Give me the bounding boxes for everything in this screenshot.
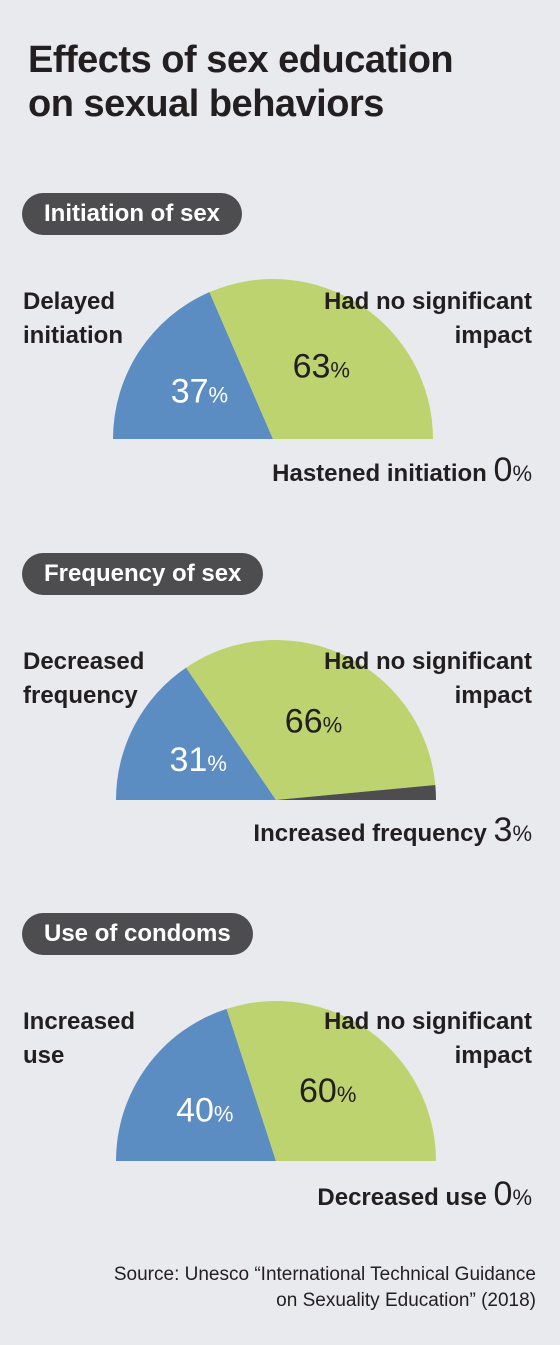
slice-value-label: 60% [299,1072,356,1110]
slice-label-line: Delayed [23,288,116,315]
minor-slice-label: Increased frequency 3% [253,811,532,850]
pie-slice-2 [276,784,436,800]
section-title-pill: Frequency of sex [22,553,264,595]
section-title-pill: Use of condoms [22,913,253,955]
percent-sign: % [512,461,532,486]
slice-label-right: Had no significant impact [272,1005,532,1073]
slice-label-right: Had no significant impact [272,285,532,353]
page-title: Effects of sex education on sexual behav… [28,38,548,126]
minor-slice-value: 3 [493,811,513,849]
slice-value-label: 66% [285,702,342,740]
slice-label-right: Had no significant impact [272,645,532,713]
slice-label-line: Had no significant [323,648,532,675]
slice-label-line: Had no significant [323,288,532,315]
minor-slice-text: Decreased use [317,1184,487,1211]
pie-slice-0 [113,292,273,439]
section-title-pill: Initiation of sex [22,193,243,235]
slice-label-line: use [23,1042,65,1069]
slice-label-left: Delayed initiation [23,285,193,353]
half-pie-chart: 37% 63% [113,279,433,439]
pie-slice-1 [186,640,436,800]
pie-slice-0 [116,667,276,800]
minor-slice-value: 0 [493,451,513,489]
chart-initiation-of-sex: Initiation of sex 37% 63% Delayed initiat… [0,193,560,513]
minor-slice-label: Hastened initiation 0% [272,451,532,490]
slice-label-left: Decreased frequency [23,645,193,713]
slice-label-line: Decreased [23,648,145,675]
slice-label-line: impact [454,1042,532,1069]
slice-label-line: frequency [23,682,138,709]
pie-slice-1 [209,279,433,439]
percent-sign: % [512,821,532,846]
pie-slice-0 [116,1008,276,1161]
slice-value-label: 37% [171,373,228,411]
half-pie-chart: 40% 60% [116,1000,436,1161]
slice-label-line: impact [454,322,532,349]
minor-slice-text: Increased frequency [253,820,487,847]
title-line-1: Effects of sex education [28,39,454,81]
title-line-2: on sexual behaviors [28,83,384,125]
minor-slice-label: Decreased use 0% [317,1175,532,1214]
slice-value-label: 40% [176,1091,233,1129]
chart-frequency-of-sex: Frequency of sex 31% 66% Decreased freque… [0,553,560,873]
source-line-1: Source: Unesco “International Technical … [113,1264,536,1285]
slice-label-line: Increased [23,1008,136,1035]
minor-slice-value: 0 [493,1175,513,1213]
pie-slice-1 [226,1000,436,1161]
minor-slice-text: Hastened initiation [272,460,487,487]
slice-label-line: initiation [23,322,123,349]
slice-value-label: 63% [293,347,350,385]
slice-label-line: Had no significant [323,1008,532,1035]
slice-label-line: impact [454,682,532,709]
slice-label-left: Increased use [23,1005,193,1073]
source-line-2: on Sexuality Education” (2018) [276,1290,536,1311]
half-pie-chart: 31% 66% [116,640,436,800]
percent-sign: % [512,1185,532,1210]
source-note: Source: Unesco “International Technical … [16,1262,536,1314]
chart-use-of-condoms: Use of condoms 40% 60% Increased use Had … [0,913,560,1233]
slice-value-label: 31% [170,741,227,779]
